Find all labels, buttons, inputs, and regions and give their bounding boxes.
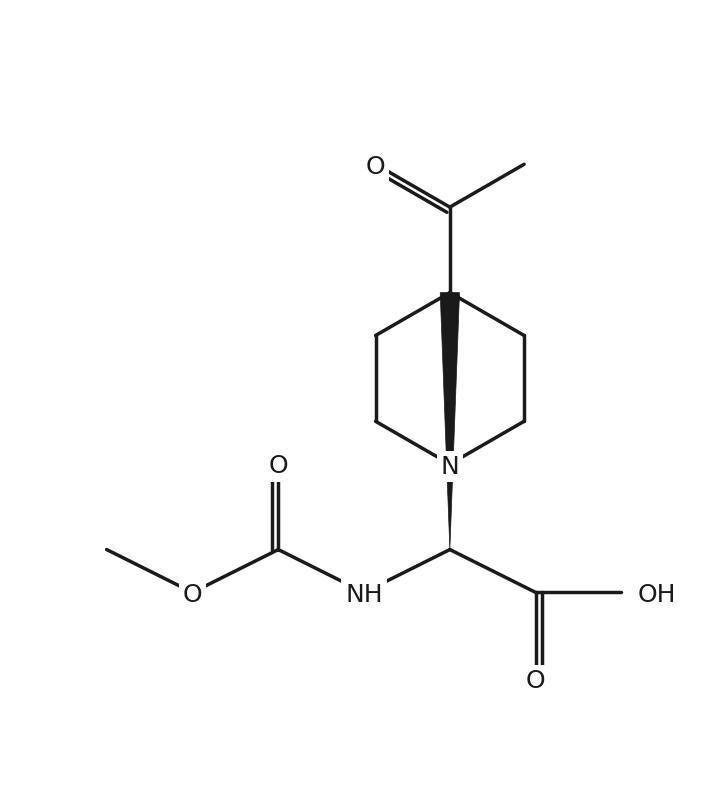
Text: O: O	[183, 583, 202, 607]
Text: OH: OH	[638, 583, 676, 607]
Text: NH: NH	[346, 583, 383, 607]
Text: O: O	[526, 669, 545, 693]
Text: O: O	[366, 155, 386, 179]
Polygon shape	[441, 293, 460, 549]
Text: O: O	[268, 454, 288, 478]
Text: N: N	[441, 455, 459, 479]
